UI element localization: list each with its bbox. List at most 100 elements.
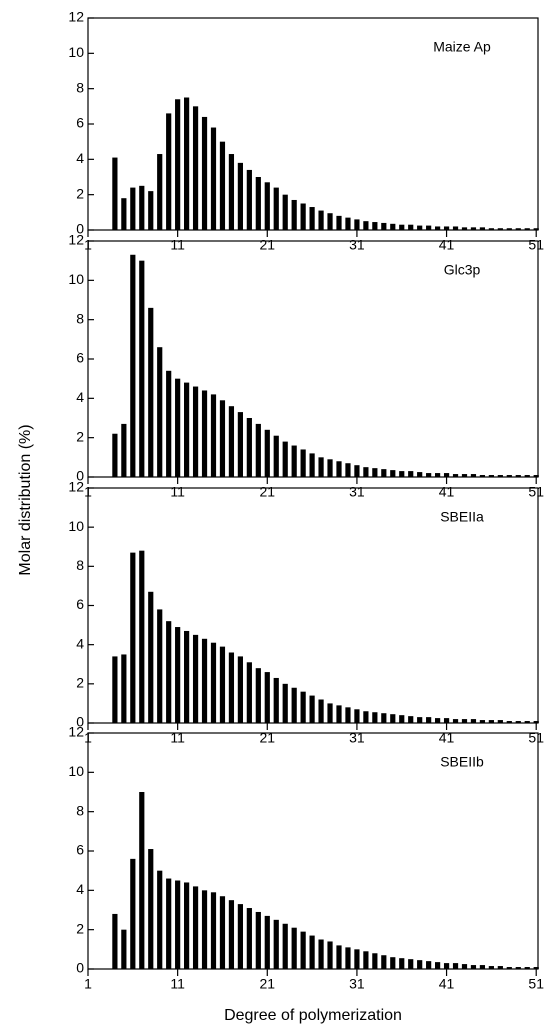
x-tick-label: 41 (439, 976, 455, 992)
bar (336, 461, 342, 477)
bar (255, 423, 261, 477)
bar (246, 908, 252, 969)
bar (533, 967, 539, 969)
y-tick-label: 0 (76, 960, 84, 976)
bar (461, 227, 468, 230)
bar (390, 470, 396, 477)
bar (515, 967, 521, 969)
y-tick-label: 12 (68, 724, 84, 740)
bar (210, 892, 217, 969)
bar (282, 923, 288, 969)
bar (506, 475, 512, 477)
bar (309, 935, 315, 969)
y-tick-label: 6 (76, 115, 84, 131)
x-tick-label: 41 (439, 237, 455, 253)
y-tick-label: 10 (68, 271, 84, 287)
bar (210, 642, 217, 723)
bar (443, 718, 450, 723)
bar (175, 880, 181, 969)
y-tick-label: 8 (76, 79, 84, 95)
bar (452, 719, 459, 723)
y-tick-label: 2 (76, 428, 84, 444)
bar (381, 955, 387, 969)
bar (506, 228, 512, 230)
bar (479, 720, 486, 723)
y-tick-label: 6 (76, 596, 84, 612)
y-tick-label: 2 (76, 185, 84, 201)
bar (121, 423, 127, 477)
bar (300, 449, 306, 477)
bar (426, 225, 432, 230)
bar (363, 221, 369, 230)
bar (426, 961, 432, 969)
bar (354, 709, 360, 723)
panel-label: SBEIIb (440, 754, 484, 770)
x-tick-label: 21 (259, 730, 275, 746)
x-tick-label: 31 (349, 730, 365, 746)
bar (148, 849, 154, 969)
bar (533, 721, 539, 723)
bar (157, 154, 163, 230)
bar (497, 475, 503, 477)
bar (470, 227, 477, 230)
bar (515, 475, 521, 477)
bar (372, 712, 378, 723)
bar (506, 721, 512, 723)
bar (201, 890, 208, 969)
x-tick-label: 11 (170, 976, 185, 992)
bar (282, 194, 288, 230)
bar (291, 445, 297, 477)
bar (354, 219, 360, 230)
bar (246, 418, 252, 477)
bar (255, 911, 261, 969)
bar (461, 474, 468, 477)
bar (264, 182, 270, 230)
x-tick-label: 51 (528, 976, 544, 992)
bar (479, 965, 486, 969)
bar (157, 870, 163, 969)
x-tick-label: 51 (528, 484, 544, 500)
bar (148, 307, 154, 477)
bar (426, 473, 432, 477)
bar (309, 695, 315, 723)
y-tick-label: 8 (76, 557, 84, 573)
y-tick-label: 10 (68, 518, 84, 534)
bar (166, 621, 172, 723)
bar (408, 959, 414, 969)
bar (452, 226, 459, 230)
bar (219, 141, 226, 230)
bar (354, 949, 360, 969)
bar (318, 457, 324, 477)
bar (381, 713, 387, 723)
x-tick-label: 11 (170, 484, 185, 500)
bar (524, 475, 530, 477)
bar (470, 474, 477, 477)
bar (175, 99, 181, 231)
bar (291, 199, 297, 230)
bar (273, 677, 279, 723)
y-tick-label: 6 (76, 350, 84, 366)
bar (318, 210, 324, 230)
panel-label: Maize Ap (433, 39, 491, 55)
bar (112, 157, 118, 230)
bar (291, 927, 297, 969)
bar (417, 960, 423, 969)
bar (533, 475, 539, 477)
x-tick-label: 31 (349, 976, 365, 992)
bar (435, 226, 441, 230)
bar (264, 915, 270, 969)
bar (273, 187, 279, 230)
bar (345, 707, 351, 723)
y-tick-label: 12 (68, 9, 84, 25)
panel-label: Glc3p (444, 262, 481, 278)
bar (372, 953, 378, 969)
bar (336, 945, 342, 969)
bar (228, 652, 235, 723)
bar (282, 683, 288, 723)
bar (139, 792, 145, 969)
bar (148, 191, 154, 230)
bar (399, 958, 405, 969)
bar (210, 394, 217, 477)
bar (372, 222, 378, 230)
